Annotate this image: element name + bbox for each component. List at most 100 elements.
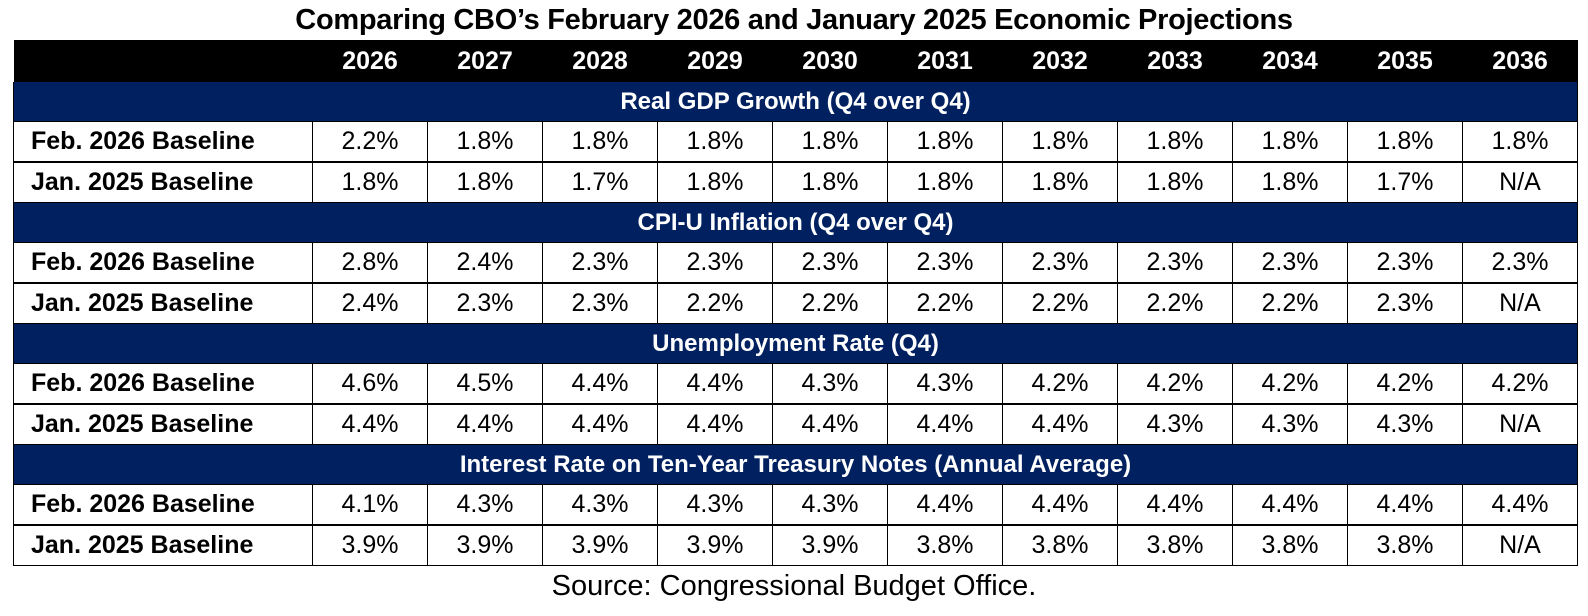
value-cell: 2.3% (1347, 282, 1463, 324)
value-cell: 4.5% (427, 363, 543, 405)
value-cell: 3.9% (542, 524, 658, 566)
year-header: 2027 (427, 40, 543, 82)
value-cell: N/A (1462, 403, 1578, 445)
value-cell: 2.4% (312, 282, 428, 324)
value-cell: 1.8% (1002, 121, 1118, 163)
value-cell: 4.4% (542, 403, 658, 445)
value-cell: 4.4% (1002, 403, 1118, 445)
table-row: Feb. 2026 Baseline 2.8% 2.4% 2.3% 2.3% 2.3% 2.… (13, 242, 1578, 284)
year-header: 2028 (542, 40, 658, 82)
value-cell: 1.8% (1462, 121, 1578, 163)
value-cell: 4.3% (657, 484, 773, 526)
header-corner-cell (13, 40, 313, 82)
value-cell: 4.2% (1002, 363, 1118, 405)
value-cell: 4.4% (887, 484, 1003, 526)
value-cell: 2.3% (1462, 242, 1578, 284)
value-cell: 1.8% (1232, 121, 1348, 163)
year-header: 2034 (1232, 40, 1348, 82)
value-cell: 2.2% (1117, 282, 1233, 324)
year-header: 2033 (1117, 40, 1233, 82)
value-cell: 1.8% (427, 121, 543, 163)
value-cell: 3.9% (427, 524, 543, 566)
value-cell: 4.4% (657, 363, 773, 405)
value-cell: 1.8% (312, 161, 428, 203)
value-cell: 2.2% (312, 121, 428, 163)
value-cell: 2.4% (427, 242, 543, 284)
value-cell: 2.8% (312, 242, 428, 284)
value-cell: 1.8% (1002, 161, 1118, 203)
section-header-row: Interest Rate on Ten-Year Treasury Notes… (13, 444, 1578, 485)
value-cell: 4.3% (1117, 403, 1233, 445)
value-cell: 4.4% (1117, 484, 1233, 526)
value-cell: 4.4% (427, 403, 543, 445)
year-header: 2031 (887, 40, 1003, 82)
value-cell: 2.2% (1232, 282, 1348, 324)
section-heading: Interest Rate on Ten-Year Treasury Notes… (13, 444, 1578, 485)
value-cell: 1.8% (1117, 121, 1233, 163)
value-cell: 4.6% (312, 363, 428, 405)
value-cell: 1.8% (772, 161, 888, 203)
value-cell: 1.8% (657, 121, 773, 163)
value-cell: 4.3% (1232, 403, 1348, 445)
value-cell: 2.3% (427, 282, 543, 324)
value-cell: 3.8% (887, 524, 1003, 566)
section-header-row: CPI-U Inflation (Q4 over Q4) (13, 202, 1578, 243)
year-header: 2036 (1462, 40, 1578, 82)
value-cell: 1.7% (1347, 161, 1463, 203)
value-cell: 2.3% (542, 282, 658, 324)
value-cell: 2.3% (1117, 242, 1233, 284)
value-cell: 1.8% (887, 121, 1003, 163)
row-label: Jan. 2025 Baseline (13, 524, 313, 566)
year-header: 2032 (1002, 40, 1118, 82)
value-cell: 2.3% (1347, 242, 1463, 284)
source-note: Source: Congressional Budget Office. (551, 570, 1037, 602)
table-row: Jan. 2025 Baseline 3.9% 3.9% 3.9% 3.9% 3.9% 3.… (13, 524, 1578, 566)
section-heading: Real GDP Growth (Q4 over Q4) (13, 82, 1578, 122)
year-header-row: 2026 2027 2028 2029 2030 2031 2032 2033 2034 2035… (13, 40, 1578, 82)
value-cell: 3.9% (772, 524, 888, 566)
table-row: Jan. 2025 Baseline 2.4% 2.3% 2.3% 2.2% 2.2% 2.… (13, 282, 1578, 324)
section-heading: Unemployment Rate (Q4) (13, 323, 1578, 364)
value-cell: 1.8% (1232, 161, 1348, 203)
value-cell: 2.3% (542, 242, 658, 284)
year-header: 2029 (657, 40, 773, 82)
row-label: Feb. 2026 Baseline (13, 484, 313, 526)
value-cell: 1.8% (1117, 161, 1233, 203)
value-cell: 4.3% (772, 363, 888, 405)
row-label: Jan. 2025 Baseline (13, 161, 313, 203)
value-cell: 3.8% (1117, 524, 1233, 566)
table-row: Jan. 2025 Baseline 4.4% 4.4% 4.4% 4.4% 4.4% 4.… (13, 403, 1578, 445)
value-cell: 1.8% (1347, 121, 1463, 163)
value-cell: 1.8% (542, 121, 658, 163)
year-header: 2026 (312, 40, 428, 82)
row-label: Jan. 2025 Baseline (13, 282, 313, 324)
table-row: Feb. 2026 Baseline 2.2% 1.8% 1.8% 1.8% 1.8% 1.… (13, 121, 1578, 163)
row-label: Jan. 2025 Baseline (13, 403, 313, 445)
value-cell: 4.3% (887, 363, 1003, 405)
value-cell: 4.3% (542, 484, 658, 526)
value-cell: N/A (1462, 161, 1578, 203)
value-cell: 4.2% (1232, 363, 1348, 405)
value-cell: 1.8% (772, 121, 888, 163)
value-cell: 4.4% (1347, 484, 1463, 526)
value-cell: N/A (1462, 282, 1578, 324)
value-cell: N/A (1462, 524, 1578, 566)
row-label: Feb. 2026 Baseline (13, 121, 313, 163)
value-cell: 2.3% (1002, 242, 1118, 284)
value-cell: 1.7% (542, 161, 658, 203)
value-cell: 2.3% (772, 242, 888, 284)
row-label: Feb. 2026 Baseline (13, 242, 313, 284)
section-header-row: Real GDP Growth (Q4 over Q4) (13, 82, 1578, 122)
value-cell: 4.2% (1347, 363, 1463, 405)
value-cell: 4.4% (312, 403, 428, 445)
value-cell: 4.4% (657, 403, 773, 445)
value-cell: 2.2% (772, 282, 888, 324)
value-cell: 1.8% (427, 161, 543, 203)
section-heading: CPI-U Inflation (Q4 over Q4) (13, 202, 1578, 243)
value-cell: 4.4% (1002, 484, 1118, 526)
year-header: 2030 (772, 40, 888, 82)
value-cell: 2.2% (1002, 282, 1118, 324)
value-cell: 4.2% (1117, 363, 1233, 405)
table-row: Jan. 2025 Baseline 1.8% 1.8% 1.7% 1.8% 1.8% 1.… (13, 161, 1578, 203)
value-cell: 1.8% (657, 161, 773, 203)
